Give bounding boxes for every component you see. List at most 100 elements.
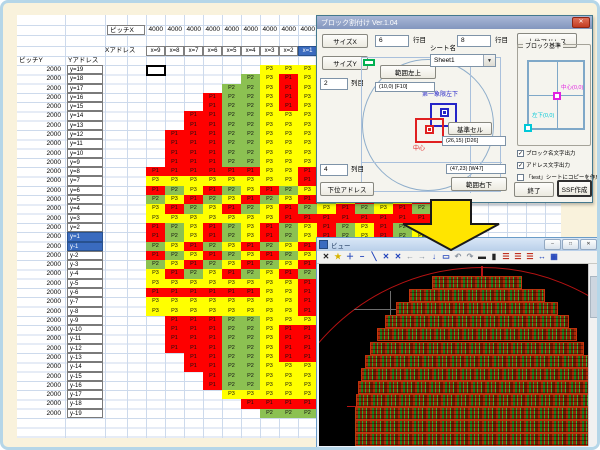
grid-cell[interactable]: P1 <box>298 325 317 335</box>
grid-cell[interactable]: P1 <box>279 399 298 409</box>
grid-cell[interactable]: P2 <box>260 241 279 251</box>
grid-cell[interactable]: P3 <box>222 297 241 307</box>
grid-cell[interactable]: P3 <box>279 195 298 205</box>
grid-cell[interactable]: P3 <box>184 222 203 233</box>
star-icon[interactable]: ★ <box>334 252 342 261</box>
grid-cell[interactable]: P2 <box>165 222 184 233</box>
grid-cell[interactable]: P1 <box>184 315 203 326</box>
y-address-cell[interactable]: y=16 <box>67 92 103 103</box>
grid-cell[interactable]: P3 <box>260 176 279 186</box>
grid-cell[interactable]: P2 <box>355 204 374 214</box>
grid-cell[interactable]: P1 <box>203 157 222 168</box>
x-address-header[interactable]: x=2 <box>279 46 298 56</box>
grid-cell[interactable]: P1 <box>260 222 279 233</box>
y-address-cell[interactable]: y=5 <box>67 195 103 205</box>
y-address-cell[interactable]: y-4 <box>67 269 103 279</box>
grid-cell[interactable]: P1 <box>336 213 355 223</box>
grid-cell[interactable]: P1 <box>146 222 165 233</box>
grid-cell[interactable]: P1 <box>203 287 222 298</box>
checkbox-address-output[interactable]: ✓ アドレス文字出力 <box>517 161 570 169</box>
grid-cell[interactable]: P2 <box>279 232 298 242</box>
grid-cell[interactable]: P1 <box>165 157 184 168</box>
grid-cell[interactable]: P2 <box>184 269 203 279</box>
grid-cell[interactable]: P3 <box>279 65 298 75</box>
y-address-cell[interactable]: y-9 <box>67 315 103 326</box>
grid-cell[interactable]: P1 <box>393 204 412 214</box>
grid-cell[interactable]: P1 <box>279 269 298 279</box>
grid-cell[interactable]: P3 <box>298 315 317 326</box>
grid-cell[interactable]: P1 <box>203 167 222 177</box>
grid-cell[interactable]: P3 <box>241 213 260 223</box>
grid-cell[interactable]: P2 <box>203 260 222 270</box>
grid-cell[interactable]: P3 <box>260 287 279 298</box>
grid-cell[interactable]: P3 <box>279 148 298 158</box>
close-x-icon[interactable]: ✕ <box>322 252 330 261</box>
grid-cell[interactable]: P1 <box>241 260 260 270</box>
grid-cell[interactable]: P3 <box>260 269 279 279</box>
reference-cell-button[interactable]: 基準セル <box>448 122 492 135</box>
grid-cell[interactable]: P2 <box>260 195 279 205</box>
grid-cell[interactable]: P2 <box>241 111 260 121</box>
grid-cell[interactable]: P1 <box>279 83 298 93</box>
grid-cell[interactable]: P1 <box>241 287 260 298</box>
grid-cell[interactable]: P1 <box>203 222 222 233</box>
grid-cell[interactable]: P1 <box>184 148 203 158</box>
grid-cell[interactable]: P1 <box>298 176 317 186</box>
grid-cell[interactable]: P1 <box>203 111 222 121</box>
grid-cell[interactable]: P2 <box>241 130 260 140</box>
y-address-cell[interactable]: y=6 <box>67 185 103 196</box>
grid-cell[interactable]: P3 <box>279 278 298 288</box>
dialog-titlebar[interactable]: ブロック割付け Ver.1.04 ✕ <box>317 16 592 29</box>
grid-cell[interactable]: P3 <box>260 130 279 140</box>
grid-cell[interactable]: P3 <box>298 111 317 121</box>
grid-cell[interactable]: P2 <box>241 362 260 372</box>
grid-cell[interactable]: P3 <box>260 362 279 372</box>
grid-cell[interactable]: P3 <box>165 297 184 307</box>
grid-cell[interactable]: P2 <box>241 120 260 131</box>
grid-cell[interactable]: P1 <box>203 352 222 363</box>
grid-cell[interactable]: P1 <box>203 130 222 140</box>
grid-cell[interactable]: P1 <box>165 269 184 279</box>
y-address-cell[interactable]: y=14 <box>67 111 103 121</box>
undo-icon[interactable]: ↶ <box>454 252 462 261</box>
grid-cell[interactable]: P1 <box>222 204 241 214</box>
layers3-icon[interactable]: ☰ <box>526 252 534 261</box>
grid-cell[interactable]: P2 <box>222 343 241 353</box>
grid-cell[interactable]: P1 <box>241 241 260 251</box>
grid-cell[interactable]: P1 <box>165 287 184 298</box>
cross-icon[interactable]: ✕ <box>382 252 390 261</box>
y-address-cell[interactable]: y-1 <box>67 241 103 251</box>
grid-cell[interactable]: P1 <box>279 343 298 353</box>
arrow-left-icon[interactable]: ← <box>406 252 414 261</box>
grid-cell[interactable]: P3 <box>260 390 279 400</box>
grid-cell[interactable]: P3 <box>260 315 279 326</box>
grid-cell[interactable]: P1 <box>279 352 298 363</box>
grid-cell[interactable]: P2 <box>260 260 279 270</box>
grid-cell[interactable]: P2 <box>279 408 298 418</box>
grid-cell[interactable]: P3 <box>298 390 317 400</box>
y-address-cell[interactable]: y-13 <box>67 352 103 363</box>
y-address-cell[interactable]: y-18 <box>67 399 103 409</box>
grid-cell[interactable]: P1 <box>165 148 184 158</box>
grid-cell[interactable]: P1 <box>184 195 203 205</box>
grid-cell[interactable]: P1 <box>203 232 222 242</box>
hbar-icon[interactable]: ▬ <box>478 252 486 261</box>
y-address-cell[interactable]: y-5 <box>67 278 103 288</box>
size-x-input[interactable]: 6 <box>375 35 409 47</box>
grid-cell[interactable]: P3 <box>146 278 165 288</box>
grid-cell[interactable]: P1 <box>317 213 336 223</box>
grid-cell[interactable]: P3 <box>241 390 260 400</box>
grid-cell[interactable]: P2 <box>241 204 260 214</box>
vbar-icon[interactable]: ▮ <box>491 252 497 261</box>
grid-cell[interactable]: P1 <box>184 241 203 251</box>
grid-cell[interactable]: P3 <box>260 92 279 103</box>
grid-cell[interactable]: P3 <box>279 130 298 140</box>
grid-cell[interactable]: P3 <box>165 278 184 288</box>
grid-cell[interactable]: P3 <box>298 130 317 140</box>
grid-cell[interactable]: P1 <box>184 343 203 353</box>
grid-cell[interactable]: P3 <box>355 222 374 233</box>
grid-cell[interactable]: P1 <box>203 92 222 103</box>
y-address-cell[interactable]: y=12 <box>67 130 103 140</box>
grid-cell[interactable]: P3 <box>241 250 260 261</box>
x-address-header[interactable]: x=1 <box>298 46 317 56</box>
